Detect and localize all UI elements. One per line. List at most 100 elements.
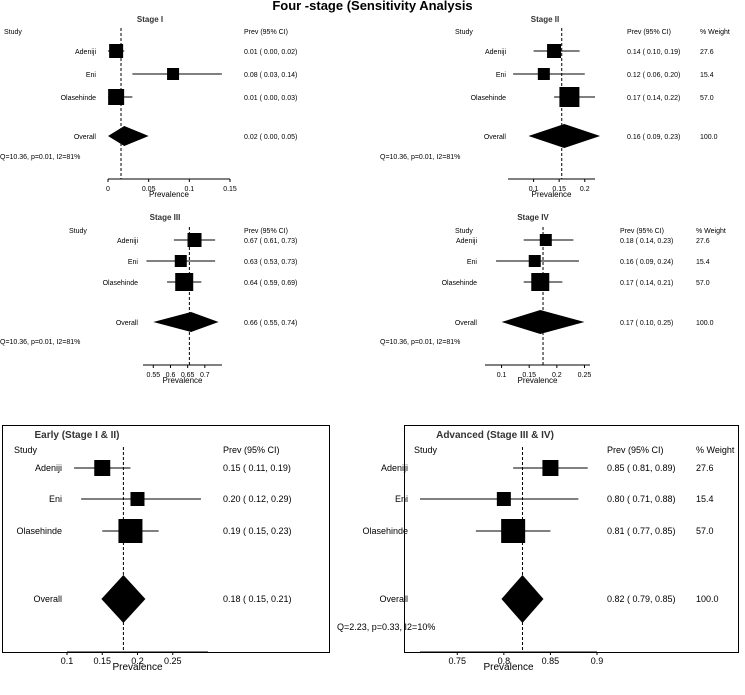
overall-prev-ci-value: 0.18 ( 0.15, 0.21) [223,594,292,604]
estimate-box [118,519,143,543]
x-tick-label: 0.05 [142,186,156,193]
panel-title: Stage II [531,15,559,24]
x-tick-label: 0.1 [529,186,539,193]
prev-ci-value: 0.80 ( 0.71, 0.88) [607,494,676,504]
study-label: Adeniji [456,238,477,245]
study-column-header: Study [414,445,438,455]
x-tick-label: 0.2 [131,656,144,666]
estimate-box [94,460,111,476]
prev-ci-value: 0.18 ( 0.14, 0.23) [620,238,673,245]
forest-svg-stage3: Stage III Study Prev (95% CI) Adeniji 0.67 (… [0,213,297,385]
estimate-box [108,89,125,105]
prev-ci-value: 0.12 ( 0.06, 0.20) [627,72,680,79]
weight-value: 15.4 [696,494,714,504]
forest-svg-early: Early (Stage I & II) Study Prev (95% CI) Ad… [14,430,292,673]
x-axis-label: Prevalence [531,190,572,199]
x-tick-label: 0.1 [497,372,507,379]
overall-label: Overall [484,134,507,141]
x-tick-label: 0.1 [61,656,74,666]
prev-ci-column-header: Prev (95% CI) [627,29,671,36]
overall-diamond [528,124,601,148]
prev-ci-column-header: Prev (95% CI) [620,228,664,235]
x-tick-label: 0.85 [542,656,560,666]
study-column-header: Study [69,228,87,235]
heterogeneity-stats: Q=10.36, p=0.01, I2=81% [380,154,460,161]
study-label: Olasehinde [103,280,139,287]
estimate-box [528,255,541,267]
study-column-header: Study [455,228,473,235]
forest-svg-stage1: Stage I Study Prev (95% CI) Adeniji 0.01 ( 0… [0,15,297,199]
panel-title: Stage I [137,15,163,24]
overall-prev-ci-value: 0.02 ( 0.00, 0.05) [244,134,297,141]
prev-ci-value: 0.17 ( 0.14, 0.22) [627,95,680,102]
prev-ci-value: 0.19 ( 0.15, 0.23) [223,526,292,536]
overall-prev-ci-value: 0.16 ( 0.09, 0.23) [627,134,680,141]
x-tick-label: 0.15 [223,186,237,193]
prev-ci-value: 0.20 ( 0.12, 0.29) [223,494,292,504]
forest-plot-advanced: Advanced (Stage III & IV) Study Prev (95% … [330,425,745,690]
overall-label: Overall [33,594,62,604]
figure-title: Four -stage (Sensitivity Analysis [272,0,473,13]
prev-ci-value: 0.16 ( 0.09, 0.24) [620,259,673,266]
overall-prev-ci-value: 0.17 ( 0.10, 0.25) [620,320,673,327]
study-label: Olasehinde [471,95,507,102]
estimate-box [496,492,511,506]
study-label: Olasehinde [61,95,97,102]
panel-title: Early (Stage I & II) [34,430,119,441]
weight-value: 15.4 [696,259,710,266]
x-tick-label: 0.7 [200,372,210,379]
heterogeneity-stats: Q=10.36, p=0.01, I2=81% [0,154,80,161]
study-label: Eni [467,259,478,266]
overall-weight-value: 100.0 [700,134,718,141]
estimate-box [531,273,550,291]
estimate-box [537,68,550,80]
study-column-header: Study [4,29,22,36]
prev-ci-value: 0.08 ( 0.03, 0.14) [244,72,297,79]
overall-diamond [108,126,149,146]
overall-diamond [153,312,219,332]
forest-svg-stage2: Stage II Study Prev (95% CI) % Weight Adenij… [380,15,730,199]
x-axis-label: Prevalence [483,662,533,673]
study-label: Adeniji [485,49,506,56]
study-label: Eni [86,72,97,79]
x-axis-label: Prevalence [149,190,190,199]
prev-ci-value: 0.63 ( 0.53, 0.73) [244,259,297,266]
x-tick-label: 0.15 [552,186,566,193]
overall-diamond [101,575,146,623]
prev-ci-column-header: Prev (95% CI) [244,228,288,235]
estimate-box [542,460,559,476]
overall-label: Overall [379,594,408,604]
overall-label: Overall [116,320,139,327]
prev-ci-column-header: Prev (95% CI) [607,445,664,455]
weight-column-header: % Weight [696,445,735,455]
prev-ci-value: 0.81 ( 0.77, 0.85) [607,526,676,536]
forest-svg-advanced: Advanced (Stage III & IV) Study Prev (95% … [337,430,735,673]
forest-plot-stage-1: Stage I Study Prev (95% CI) Adeniji 0.01 ( 0… [0,14,365,199]
estimate-box [167,68,180,80]
x-tick-label: 0.2 [580,186,590,193]
study-label: Olasehinde [16,526,62,536]
study-label: Adeniji [35,463,62,473]
weight-column-header: % Weight [696,228,726,235]
weight-value: 57.0 [696,280,710,287]
x-tick-label: 0.8 [498,656,511,666]
study-column-header: Study [14,445,38,455]
x-axis-label: Prevalence [112,662,162,673]
overall-prev-ci-value: 0.82 ( 0.79, 0.85) [607,594,676,604]
x-tick-label: 0.9 [591,656,604,666]
panel-title: Stage IV [517,213,549,222]
weight-value: 57.0 [700,95,714,102]
overall-label: Overall [74,134,97,141]
overall-prev-ci-value: 0.66 ( 0.55, 0.74) [244,320,297,327]
prev-ci-value: 0.67 ( 0.61, 0.73) [244,238,297,245]
prev-ci-value: 0.64 ( 0.59, 0.69) [244,280,297,287]
estimate-box [559,87,580,107]
prev-ci-column-header: Prev (95% CI) [223,445,280,455]
estimate-box [547,44,562,58]
study-label: Adeniji [381,463,408,473]
forest-plot-stage-2: Stage II Study Prev (95% CI) % Weight Adenij… [370,14,745,199]
estimate-box [501,519,526,543]
forest-plot-stage-3: Stage III Study Prev (95% CI) Adeniji 0.67 (… [0,212,365,387]
prev-ci-value: 0.01 ( 0.00, 0.02) [244,49,297,56]
overall-diamond [501,575,544,623]
